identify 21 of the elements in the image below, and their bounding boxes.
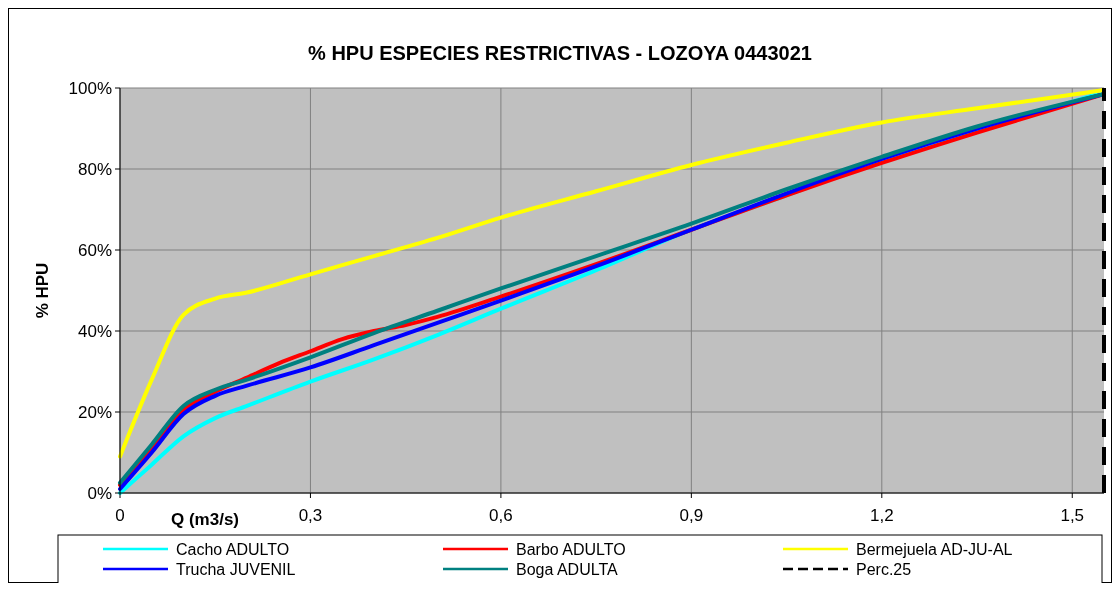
x-axis-title: Q (m3/s) xyxy=(170,510,240,529)
x-tick-label: 0,6 xyxy=(489,506,513,525)
legend-label: Bermejuela AD-JU-AL xyxy=(856,540,1013,558)
x-tick-label: 0,3 xyxy=(298,506,323,525)
legend-label: Trucha JUVENIL xyxy=(176,560,296,578)
y-tick-label: 20% xyxy=(77,402,112,422)
x-tick-label: 0,9 xyxy=(679,506,704,525)
y-tick-label: 100% xyxy=(68,78,112,98)
x-tick-label: 1,5 xyxy=(1060,506,1085,525)
legend-label: Boga ADULTA xyxy=(516,560,619,578)
y-tick-label: 40% xyxy=(77,321,112,341)
y-tick-label: 80% xyxy=(77,159,112,179)
y-tick-label: 0% xyxy=(87,483,112,503)
legend-label: Perc.25 xyxy=(856,560,912,578)
x-tick-label: 0 xyxy=(115,506,125,525)
x-tick-label: 1,2 xyxy=(869,506,894,525)
legend-label: Barbo ADULTO xyxy=(516,540,626,558)
y-tick-label: 60% xyxy=(77,240,112,260)
chart-title: % HPU ESPECIES RESTRICTIVAS - LOZOYA 0443021 xyxy=(308,42,812,64)
y-axis-title: % HPU xyxy=(33,262,52,319)
legend-label: Cacho ADULTO xyxy=(176,540,290,558)
